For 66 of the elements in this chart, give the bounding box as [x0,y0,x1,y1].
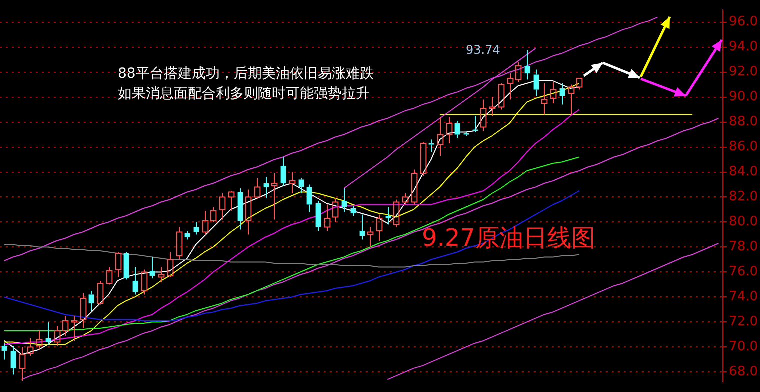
candlestick [219,193,226,220]
y-tick-label: 74.0 [729,290,758,305]
y-tick-label: 96.0 [729,14,758,30]
candlestick [386,206,392,226]
candlestick [360,214,366,240]
candlestick [480,99,487,132]
y-tick-label: 92.0 [729,64,758,80]
y-tick-label: 68.0 [729,364,758,380]
candlestick [2,342,8,360]
y-tick-label: 82.0 [729,190,758,205]
candlestick [454,120,460,140]
candlestick [280,156,286,187]
candlestick [228,190,235,212]
candlestick [132,266,138,296]
y-tick-label: 90.0 [729,90,758,105]
candlestick [115,252,122,278]
y-tick-label: 78.0 [729,240,758,255]
candlestick [88,290,94,312]
candlestick [541,83,548,116]
y-tick-label: 88.0 [729,114,758,130]
candlestick [298,178,304,194]
candlestick [316,200,322,232]
candlestick [71,315,78,342]
y-tick-label: 84.0 [729,164,758,180]
annotation: 88平台搭建成功，后期美油依旧易涨难跌 [118,66,374,82]
candlestick [350,206,356,216]
candlestick [534,69,540,97]
candlestick [264,176,270,199]
candlestick [437,116,444,157]
candlestick [27,338,34,356]
annotation: 如果消息面配合利多则随时可能强势拉升 [118,86,370,102]
candlestick [324,204,331,232]
candlestick [158,266,165,283]
candlestick [54,325,61,346]
candlestick [428,139,434,153]
candlestick [19,346,26,382]
candlestick [550,82,557,104]
candlestick [36,330,43,350]
candlestick [80,292,87,329]
y-tick-label: 76.0 [729,264,758,280]
candlestick [560,83,566,106]
candlestick [238,188,244,230]
y-tick-label: 86.0 [729,140,758,155]
candlestick [124,252,130,280]
candlestick [446,116,453,144]
y-tick-label: 72.0 [729,314,758,330]
candlestick [524,50,530,80]
candlestick [376,214,383,242]
candlestick [271,173,278,220]
y-tick-label: 70.0 [729,340,758,355]
candlestick [289,172,296,194]
candlestick [62,315,69,336]
candlestick [202,210,209,236]
candlestick [245,189,252,236]
candlestick [10,345,16,376]
candlestick [194,222,200,236]
y-tick-label: 80.0 [729,214,758,230]
candlestick [150,256,156,279]
candlestick [568,84,575,116]
candlestick [489,96,496,117]
candlestick [507,73,514,100]
y-tick-label: 94.0 [729,40,758,55]
candlestick [254,178,261,199]
annotation: 93.74 [466,43,500,57]
candlestick [306,184,312,213]
candlestick [367,226,374,248]
